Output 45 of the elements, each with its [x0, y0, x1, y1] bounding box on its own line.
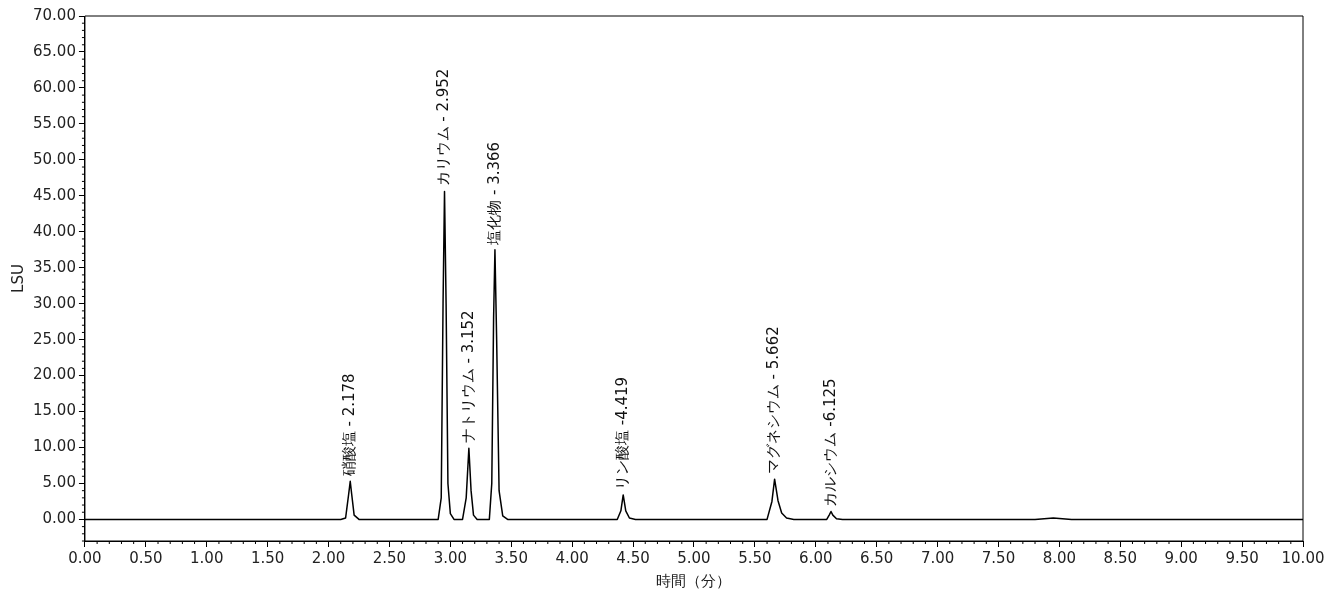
x-tick-label: 0.00: [68, 548, 102, 567]
annotation: 硝酸塩 - 2.178: [340, 373, 359, 478]
x-tick-label: 8.00: [1042, 548, 1077, 567]
x-tick-label: 8.50: [1103, 548, 1137, 567]
x-tick-label: 6.00: [799, 548, 833, 567]
y-tick-label: 60.00: [32, 77, 76, 96]
y-tick-label: 50.00: [32, 149, 76, 168]
y-tick-label: 30.00: [32, 293, 76, 312]
x-tick-label: 3.00: [433, 548, 468, 567]
annotation: ナトリウム - 3.152: [458, 310, 477, 444]
x-tick-label: 9.00: [1164, 548, 1198, 567]
y-tick-label: 0.00: [42, 509, 76, 528]
x-tick-label: 1.00: [190, 548, 224, 567]
x-axis-title: 時間（分）: [656, 571, 732, 590]
y-tick-label: 45.00: [32, 185, 76, 204]
y-tick-label: 55.00: [32, 113, 76, 132]
x-tick-label: 6.50: [859, 548, 894, 567]
y-tick-label: 70.00: [32, 5, 76, 24]
x-tick-label: 4.50: [616, 548, 650, 567]
annotation: カリウム - 2.952: [434, 68, 453, 187]
x-tick-label: 7.00: [920, 548, 955, 567]
y-tick-label: 25.00: [32, 329, 76, 348]
annotation: 塩化物 - 3.366: [484, 141, 503, 246]
y-tick-label: 5.00: [42, 473, 76, 492]
annotation: マグネシウム - 5.662: [764, 326, 783, 475]
y-tick-label: 15.00: [32, 401, 76, 420]
y-tick-label: 35.00: [32, 257, 76, 276]
y-tick-label: 65.00: [32, 41, 76, 60]
x-tick-label: 1.50: [250, 548, 285, 567]
x-tick-label: 10.00: [1281, 548, 1325, 567]
y-tick-label: 10.00: [32, 437, 76, 456]
annotation: リン酸塩 -4.419: [613, 376, 632, 490]
x-tick-label: 9.50: [1225, 548, 1259, 567]
x-tick-label: 0.50: [129, 548, 163, 567]
x-tick-label: 2.50: [372, 548, 407, 567]
x-tick-label: 5.50: [738, 548, 772, 567]
x-tick-label: 2.00: [311, 548, 346, 567]
y-tick-label: 40.00: [32, 221, 76, 240]
x-tick-label: 4.00: [555, 548, 589, 567]
x-tick-label: 7.50: [981, 548, 1016, 567]
x-tick-label: 5.00: [677, 548, 711, 567]
x-tick-label: 3.50: [494, 548, 528, 567]
annotation: カルシウム -6.125: [820, 378, 839, 507]
y-axis-title: LSU: [8, 264, 27, 293]
y-tick-label: 20.00: [32, 365, 76, 384]
